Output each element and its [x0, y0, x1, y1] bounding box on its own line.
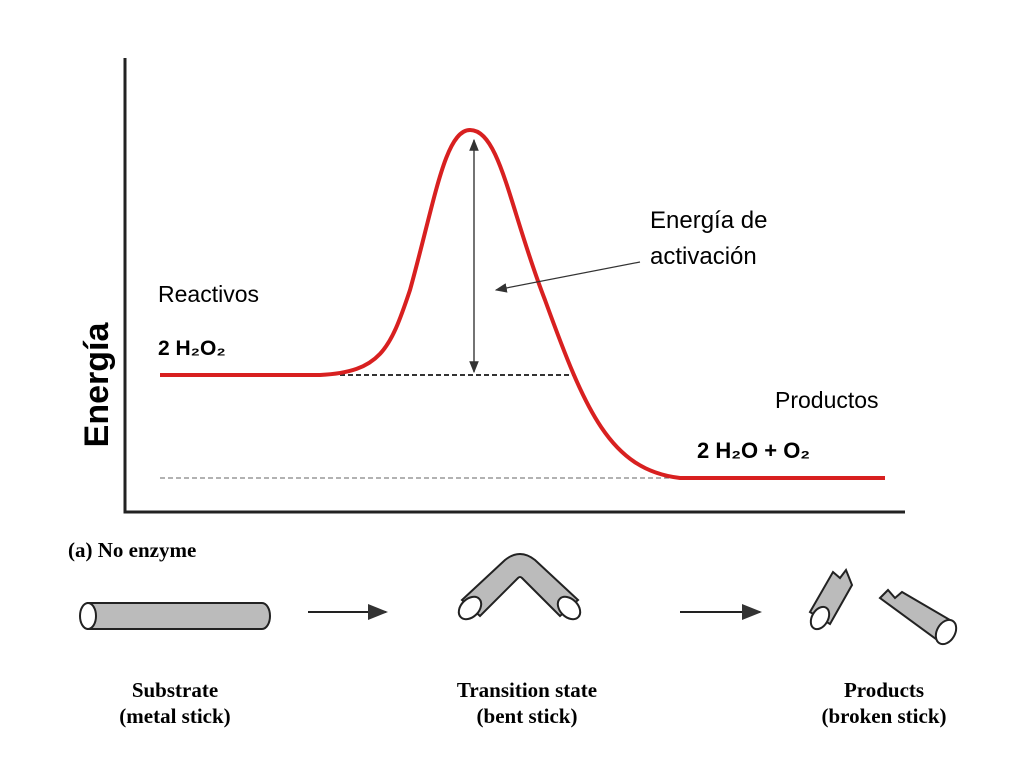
stick-end [457, 595, 483, 621]
stage-note: (broken stick) [821, 704, 946, 728]
activation-label: Energía de [650, 207, 767, 234]
pointer-arrow [494, 261, 641, 293]
stick-body [460, 553, 580, 618]
stage-name: Transition state [457, 678, 597, 702]
activation-label: activación [650, 243, 757, 270]
stage-name: Products [844, 678, 924, 702]
broken-stick [808, 567, 958, 646]
stick-end [556, 595, 582, 621]
products-label: Productos [775, 387, 879, 413]
stick-end [934, 618, 958, 646]
reactants-label: Reactivos [158, 281, 259, 307]
panel-label: (a) No enzyme [68, 538, 196, 562]
bent-stick [457, 553, 582, 621]
energy-curve [160, 127, 885, 480]
products-formula: 2 H₂O + O₂ [697, 438, 810, 463]
metal-stick [79, 602, 271, 630]
stick-end [79, 602, 97, 630]
axes [123, 58, 905, 514]
reactants-formula: 2 H₂O₂ [158, 337, 226, 360]
stick-body [87, 602, 271, 630]
stage-name: Substrate [132, 678, 218, 702]
stage-note: (metal stick) [119, 704, 230, 728]
stick-end [809, 605, 831, 631]
y-axis-label: Energía [78, 322, 116, 448]
stage-note: (bent stick) [477, 704, 578, 728]
